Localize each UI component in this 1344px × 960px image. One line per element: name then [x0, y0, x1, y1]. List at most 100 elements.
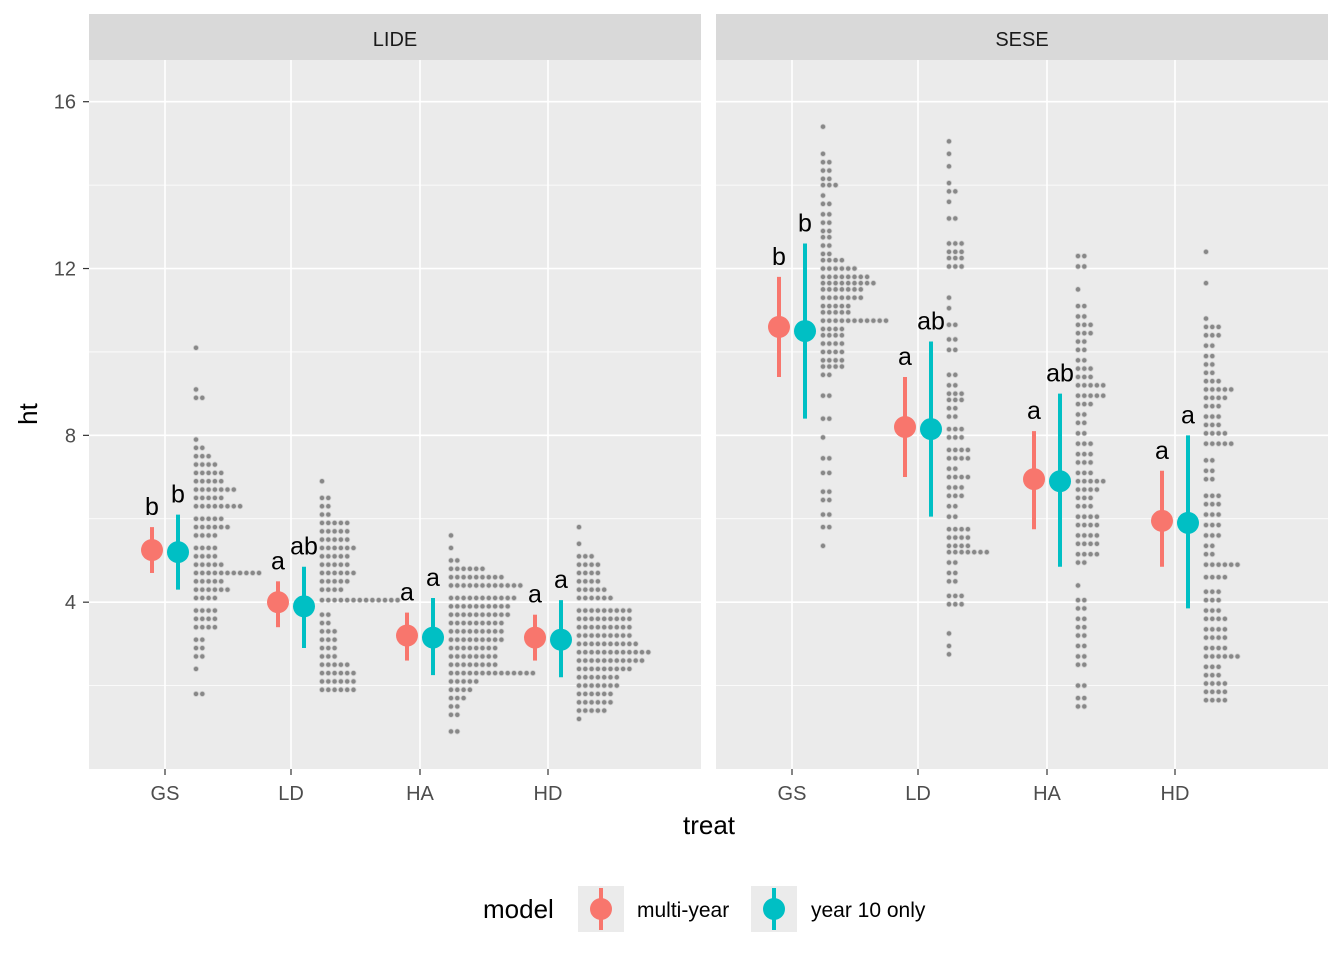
observation-dot	[1075, 703, 1082, 710]
observation-dot	[1215, 561, 1222, 568]
observation-dot	[498, 595, 505, 602]
group-letter: a	[898, 343, 912, 371]
observation-dot	[211, 544, 218, 551]
observation-dot	[601, 615, 608, 622]
observation-dot	[1075, 321, 1082, 328]
observation-dot	[517, 582, 524, 589]
observation-dot	[192, 653, 199, 660]
observation-dot	[964, 474, 971, 481]
observation-dot	[1075, 642, 1082, 649]
observation-dot	[820, 294, 827, 301]
observation-dot	[946, 434, 953, 441]
observation-dot	[192, 690, 199, 697]
observation-dot	[946, 138, 953, 145]
observation-dot	[211, 586, 218, 593]
observation-dot	[318, 569, 325, 576]
observation-dot	[1215, 532, 1222, 539]
observation-dot	[983, 549, 990, 556]
observation-dot	[946, 413, 953, 420]
observation-dot	[607, 682, 614, 689]
observation-dot	[218, 494, 225, 501]
observation-dot	[331, 628, 338, 635]
observation-dot	[1209, 697, 1216, 704]
observation-dot	[582, 707, 589, 714]
observation-dot	[832, 332, 839, 339]
observation-dot	[218, 515, 225, 522]
observation-dot	[576, 682, 583, 689]
observation-dot	[1075, 451, 1082, 458]
observation-dot	[958, 255, 965, 262]
observation-dot	[582, 674, 589, 681]
observation-dot	[964, 446, 971, 453]
observation-dot	[838, 286, 845, 293]
observation-dot	[1075, 632, 1082, 639]
observation-dot	[1075, 503, 1082, 510]
observation-dot	[1209, 476, 1216, 483]
observation-dot	[946, 601, 953, 608]
group-letter: a	[426, 564, 440, 592]
observation-dot	[454, 565, 461, 572]
observation-dot	[192, 578, 199, 585]
observation-dot	[1203, 332, 1210, 339]
observation-dot	[958, 434, 965, 441]
observation-dot	[826, 340, 833, 347]
observation-dot	[337, 586, 344, 593]
observation-dot	[1087, 513, 1094, 520]
observation-dot	[946, 371, 953, 378]
observation-dot	[588, 707, 595, 714]
observation-dot	[620, 657, 627, 664]
observation-dot	[1215, 597, 1222, 604]
observation-dot	[447, 574, 454, 581]
observation-dot	[958, 426, 965, 433]
observation-dot	[820, 357, 827, 364]
observation-dot	[832, 309, 839, 316]
observation-dot	[845, 303, 852, 310]
observation-dot	[1087, 469, 1094, 476]
observation-dot	[331, 653, 338, 660]
observation-dot	[218, 524, 225, 531]
observation-dot	[1221, 680, 1228, 687]
observation-dot	[1228, 653, 1235, 660]
observation-dot	[588, 607, 595, 614]
observation-dot	[639, 657, 646, 664]
observation-dot	[205, 469, 212, 476]
observation-dot	[199, 586, 206, 593]
observation-dot	[946, 630, 953, 637]
observation-dot	[1075, 661, 1082, 668]
observation-dot	[620, 665, 627, 672]
observation-dot	[952, 513, 959, 520]
panel-grid	[716, 60, 1328, 769]
observation-dot	[479, 611, 486, 618]
observation-dot	[1209, 440, 1216, 447]
observation-dot	[492, 636, 499, 643]
observation-dot	[466, 645, 473, 652]
observation-dot	[344, 670, 351, 677]
observation-dot	[199, 532, 206, 539]
observation-dot	[473, 603, 480, 610]
observation-dot	[1209, 353, 1216, 360]
observation-dot	[1075, 559, 1082, 566]
observation-dot	[485, 620, 492, 627]
observation-dot	[1209, 626, 1216, 633]
observation-dot	[473, 611, 480, 618]
observation-dot	[601, 632, 608, 639]
observation-dot	[613, 682, 620, 689]
observation-dot	[192, 595, 199, 602]
observation-dot	[588, 615, 595, 622]
observation-dot	[1075, 486, 1082, 493]
observation-dot	[199, 569, 206, 576]
observation-dot	[1081, 540, 1088, 547]
observation-dot	[318, 536, 325, 543]
observation-dot	[1215, 332, 1222, 339]
observation-dot	[576, 540, 583, 547]
observation-dot	[318, 511, 325, 518]
observation-dot	[337, 519, 344, 526]
x-tick-label: HD	[1161, 783, 1190, 805]
observation-dot	[946, 559, 953, 566]
observation-dot	[946, 592, 953, 599]
observation-dot	[582, 615, 589, 622]
observation-dot	[447, 695, 454, 702]
observation-dot	[594, 699, 601, 706]
observation-dot	[601, 665, 608, 672]
observation-dot	[1100, 382, 1107, 389]
